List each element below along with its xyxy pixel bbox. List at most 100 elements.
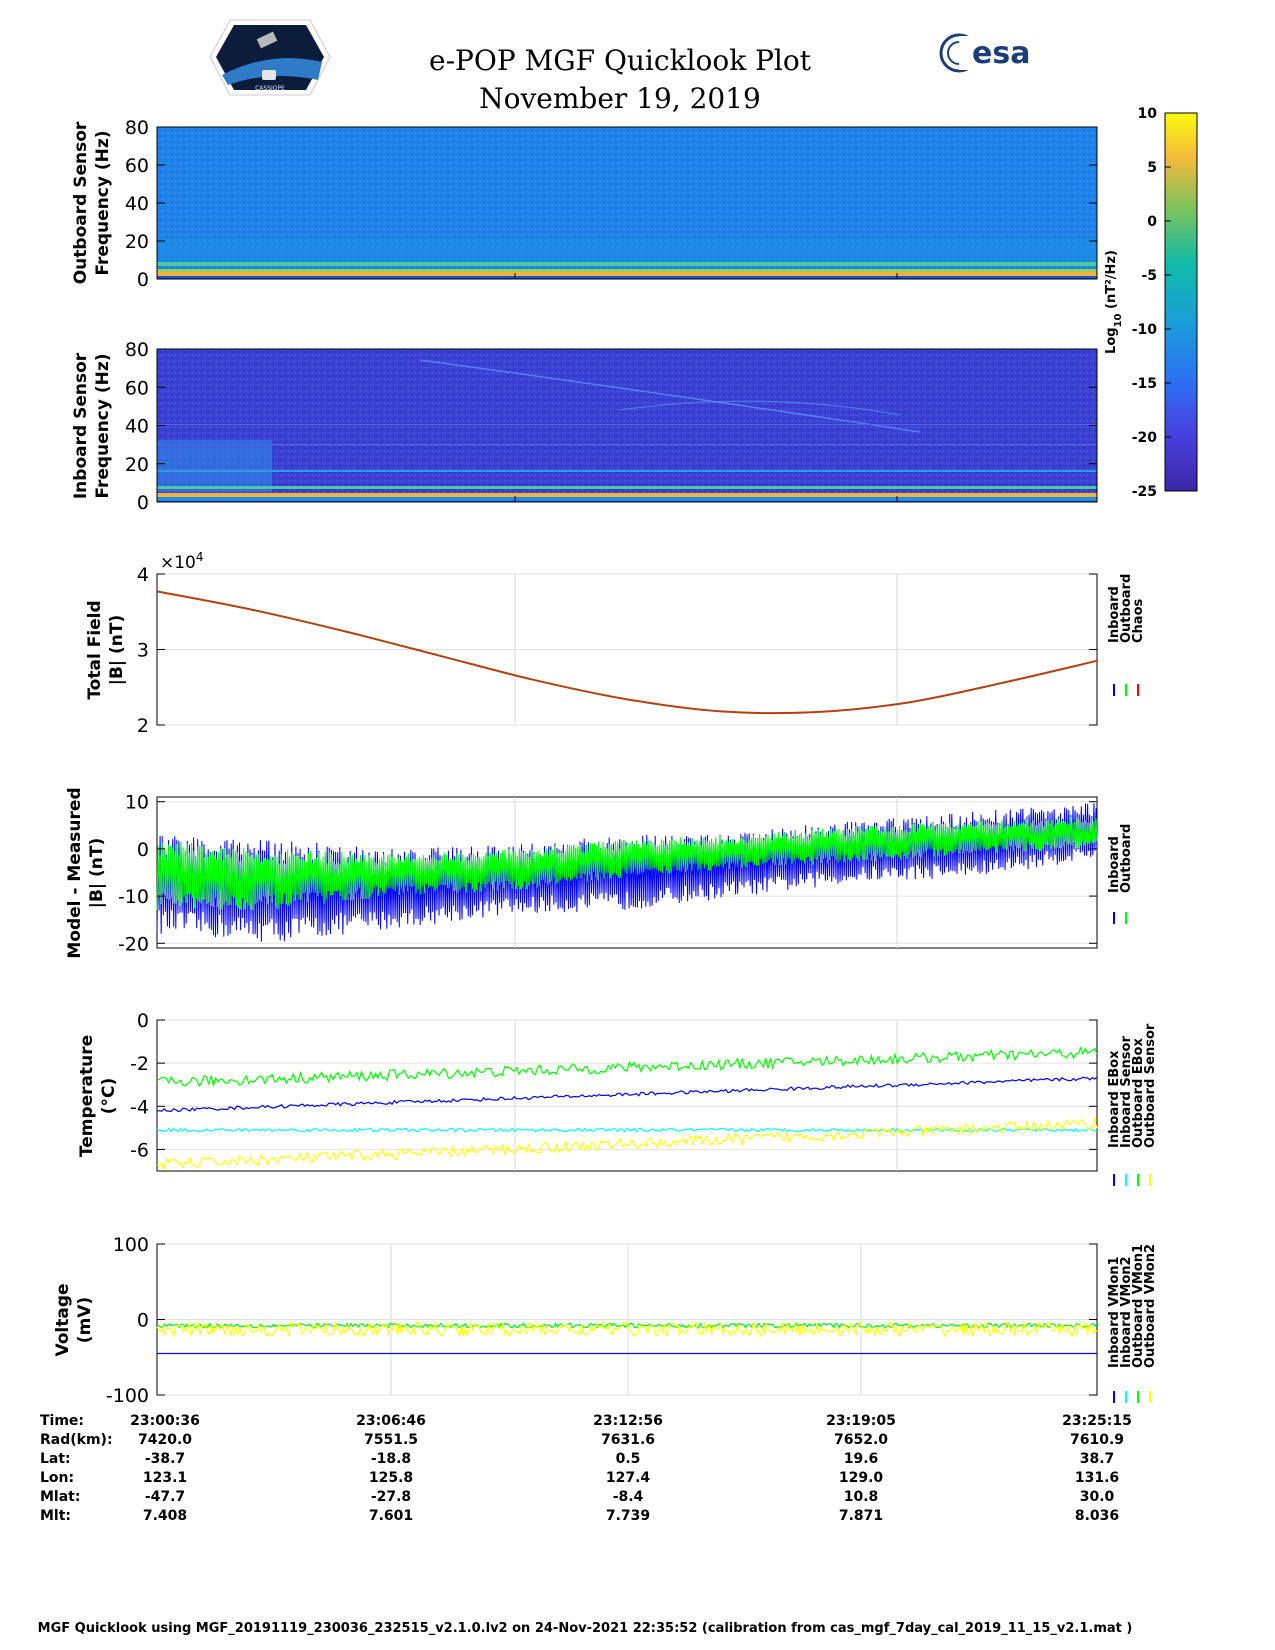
orbit-row-label: Mlat: xyxy=(40,1489,80,1505)
outboard-band-6hz xyxy=(157,262,1097,266)
inboard-whistler-trace-1 xyxy=(419,359,921,433)
inboard-ylabel-2: Frequency (Hz) xyxy=(93,353,113,498)
model-measured-inboard-line xyxy=(156,803,1098,942)
y-tick-label: -2 xyxy=(130,1053,149,1075)
temperature-panel: -6 -4 -2 0 Temperature (°C) Inboard EBoxInb… xyxy=(77,1010,1158,1186)
total-field-exponent: ×104 xyxy=(160,550,204,573)
page-title: e-POP MGF Quicklook Plot xyxy=(429,44,812,77)
legend-entry: Inboard VMon1 xyxy=(1107,1256,1122,1368)
orbit-cell: 23:12:56 xyxy=(593,1413,663,1429)
voltage-series xyxy=(156,1320,1098,1355)
y-tick-label: -4 xyxy=(130,1096,149,1118)
legend-entry: Inboard xyxy=(1107,586,1122,643)
outboard-spectrogram-panel: 0 20 40 60 80 Outboard Sensor Frequency (Hz) xyxy=(71,117,1098,291)
y-tick-label: 2 xyxy=(137,715,149,737)
orbit-cell: 0.5 xyxy=(616,1451,641,1467)
y-tick-label: 0 xyxy=(137,269,149,291)
inboard-band-30hz xyxy=(157,444,1097,445)
y-tick-label: 3 xyxy=(137,640,149,662)
outboard-band-3hz xyxy=(157,269,1097,272)
inboard-y-ticks: 0 20 40 60 80 xyxy=(125,339,1097,514)
y-tick-label: 0 xyxy=(137,839,149,861)
legend-entry: Inboard Sensor xyxy=(1119,1036,1134,1148)
legend-entry: Outboard VMon2 xyxy=(1143,1244,1158,1368)
y-tick-label: 40 xyxy=(125,416,149,438)
voltage-ylabel-1: Voltage xyxy=(53,1283,73,1356)
orbit-cell: 7610.9 xyxy=(1070,1432,1124,1448)
total-field-grid xyxy=(157,573,1097,726)
orbit-cell: 7551.5 xyxy=(364,1432,418,1448)
inboard-band-2hz xyxy=(157,493,1097,497)
colorbar: 10 5 0 -5 -10 -15 -20 -25 Log10 (nT²/Hz) xyxy=(1104,106,1198,500)
colorbar-gradient xyxy=(1164,112,1198,492)
orbit-cell: -38.7 xyxy=(145,1451,185,1467)
orbit-cell: 7652.0 xyxy=(834,1432,888,1448)
y-tick-label: 60 xyxy=(125,377,149,399)
total-field-y-ticks: 2 3 4 xyxy=(137,564,1097,737)
outboard-y-ticks: 0 20 40 60 80 xyxy=(125,117,1097,291)
colorbar-tick-label: -20 xyxy=(1132,430,1158,446)
y-tick-label: 60 xyxy=(125,155,149,177)
orbit-cell: 38.7 xyxy=(1080,1451,1115,1467)
outboard-ylabel-2: Frequency (Hz) xyxy=(93,130,113,275)
y-tick-label: 80 xyxy=(125,117,149,139)
orbit-cell: 23:25:15 xyxy=(1062,1413,1132,1429)
orbit-row-label: Time: xyxy=(40,1413,84,1429)
orbit-cell: 131.6 xyxy=(1075,1470,1119,1486)
colorbar-label: Log10 (nT²/Hz) xyxy=(1104,250,1124,354)
outboard-band-2hz xyxy=(157,272,1097,276)
voltage-ylabel-2: (mV) xyxy=(75,1297,95,1343)
temperature-grid xyxy=(157,1019,1097,1171)
inboard-whistler-trace-2 xyxy=(619,400,901,416)
orbit-row-label: Mlt: xyxy=(40,1508,71,1524)
legend-entry: Inboard VMon2 xyxy=(1119,1256,1134,1368)
model-measured-ylabel-2: |B| (nT) xyxy=(87,838,107,909)
colorbar-tick-label: -25 xyxy=(1132,484,1157,500)
outboard-band-0hz xyxy=(157,276,1097,279)
model-measured-outboard-line xyxy=(156,816,1098,911)
model-measured-ylabel-1: Model - Measured xyxy=(65,787,85,958)
colorbar-tick-label: 10 xyxy=(1138,106,1158,122)
outboard-ylabel-1: Outboard Sensor xyxy=(71,121,91,284)
voltage-y-ticks: -100 0 100 xyxy=(106,1234,1097,1407)
orbit-cell: -8.4 xyxy=(613,1489,644,1505)
temperature-outboard-sensor-line xyxy=(156,1116,1098,1172)
footer-note: MGF Quicklook using MGF_20191119_230036_… xyxy=(38,1621,1133,1636)
orbit-cell: 30.0 xyxy=(1080,1489,1115,1505)
total-field-panel: 2 3 4 ×104 Total Field |B| (nT) InboardOut… xyxy=(85,550,1146,737)
temperature-y-ticks: -6 -4 -2 0 xyxy=(130,1010,1097,1161)
voltage-grid xyxy=(157,1243,1097,1396)
inboard-band-7hz xyxy=(157,486,1097,489)
legend-entry: Outboard Sensor xyxy=(1143,1023,1158,1148)
y-tick-label: 20 xyxy=(125,454,149,476)
colorbar-ticks: 10 5 0 -5 -10 -15 -20 -25 xyxy=(1132,106,1171,500)
orbit-cell: 7.601 xyxy=(369,1508,413,1524)
inboard-spectrogram-panel: 0 20 40 60 80 Inboard Sensor Frequency (Hz) xyxy=(71,339,1098,514)
temperature-inboard-ebox-line xyxy=(156,1046,1098,1088)
y-tick-label: 100 xyxy=(113,1234,149,1256)
orbit-cell: 23:19:05 xyxy=(826,1413,896,1429)
voltage-panel: -100 0 100 Voltage (mV) Inboard VMon1Inboa… xyxy=(53,1234,1158,1407)
y-tick-label: -100 xyxy=(106,1385,149,1407)
model-measured-panel: -20 -10 0 10 Model - Measured |B| (nT) Inbo… xyxy=(65,787,1134,958)
legend-entry: Outboard xyxy=(1119,824,1134,893)
orbit-cell: 7.408 xyxy=(143,1508,187,1524)
page-date: November 19, 2019 xyxy=(479,82,761,115)
legend-entry: Outboard EBox xyxy=(1131,1038,1146,1148)
colorbar-tick-label: 0 xyxy=(1147,214,1157,230)
orbit-cell: 123.1 xyxy=(143,1470,187,1486)
model-measured-y-ticks: -20 -10 0 10 xyxy=(118,792,1097,955)
legend-entry: Chaos xyxy=(1131,599,1146,643)
orbit-info-table: Time: Rad(km): Lat: Lon: Mlat: Mlt: 23:00:36 74… xyxy=(40,1413,1132,1524)
orbit-cell: 23:00:36 xyxy=(130,1413,200,1429)
esa-logo: esa xyxy=(939,33,1030,73)
temperature-ylabel-1: Temperature xyxy=(77,1035,97,1157)
colorbar-tick-label: -5 xyxy=(1141,268,1157,284)
temperature-inboard-sensor-line xyxy=(156,1076,1098,1113)
logo-left-text: CASSIOPE xyxy=(255,85,285,92)
inboard-ylabel-1: Inboard Sensor xyxy=(71,352,91,499)
